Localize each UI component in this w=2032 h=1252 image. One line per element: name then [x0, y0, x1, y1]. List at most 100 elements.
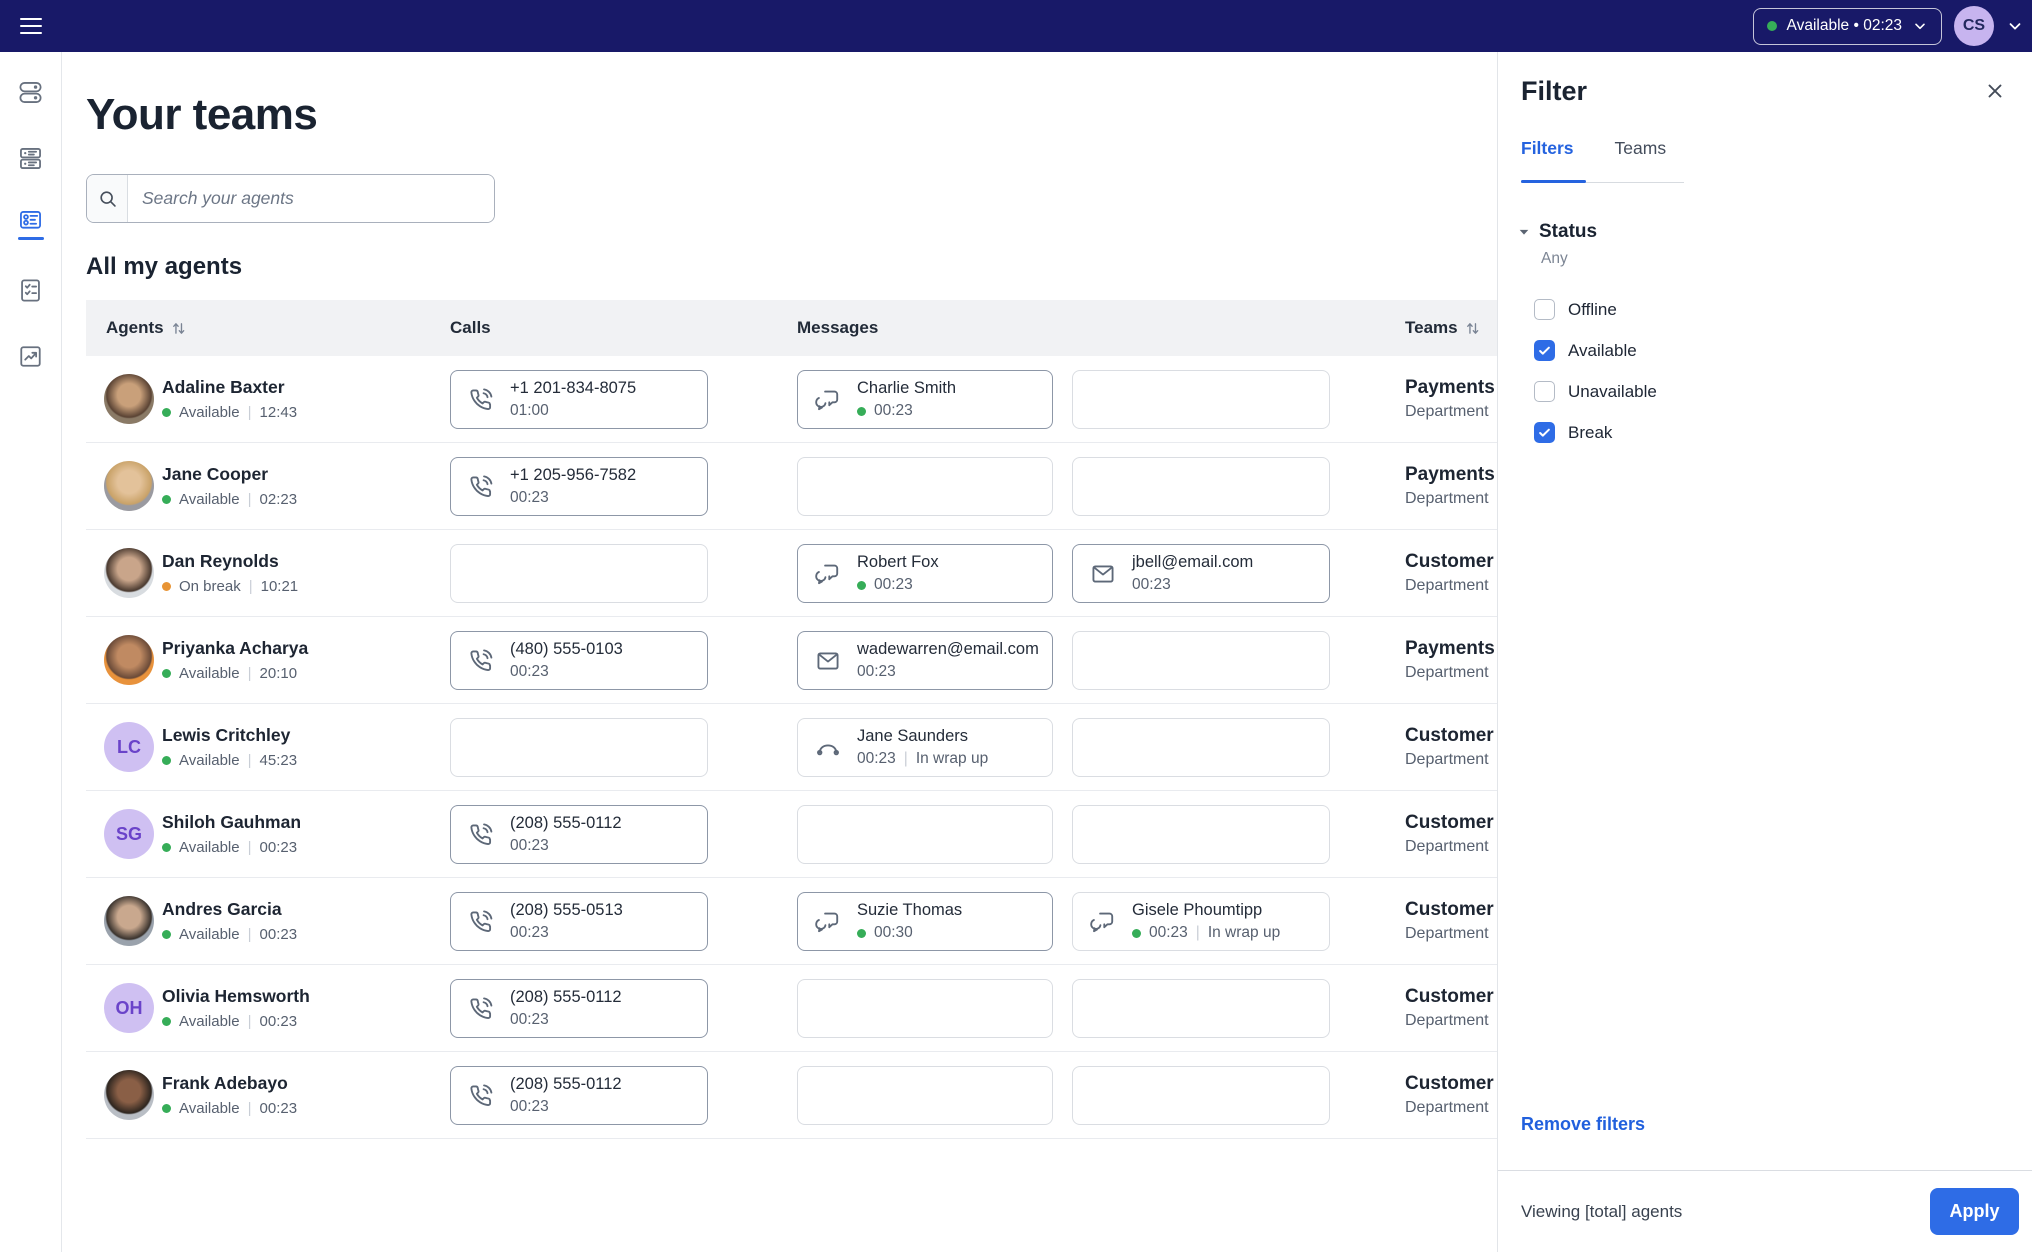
phone-icon	[467, 821, 495, 849]
card-line1: Robert Fox	[857, 553, 939, 571]
search-input[interactable]	[128, 175, 494, 222]
message-card-empty	[1072, 718, 1330, 777]
table-row[interactable]: Adaline Baxter Available | 12:43 +1 201-834-…	[86, 356, 1586, 443]
call-card[interactable]: (208) 555-0112 00:23	[450, 979, 708, 1038]
chat-icon	[1089, 908, 1117, 936]
agent-name: Jane Cooper	[162, 464, 268, 484]
card-line2: 00:23 | In wrap up	[1132, 924, 1280, 942]
call-card[interactable]: (480) 555-0103 00:23	[450, 631, 708, 690]
checkbox[interactable]	[1534, 422, 1555, 443]
message-card-empty	[1072, 805, 1330, 864]
status-section-toggle[interactable]: Status	[1518, 221, 1597, 243]
card-line2: 00:23	[510, 663, 549, 680]
team-cell: Payments Department	[1405, 464, 1655, 508]
card-line1: Gisele Phoumtipp	[1132, 901, 1263, 919]
message-card-empty	[797, 1066, 1053, 1125]
call-card[interactable]: (208) 555-0513 00:23	[450, 892, 708, 951]
sidebar-rail	[0, 52, 62, 1252]
caret-down-icon	[1518, 226, 1530, 238]
checkbox[interactable]	[1534, 381, 1555, 402]
agent-status-line: Available | 00:23	[162, 1100, 297, 1117]
wrapup-icon	[814, 734, 842, 762]
call-card[interactable]: +1 201-834-8075 01:00	[450, 370, 708, 429]
table-row[interactable]: Jane Cooper Available | 02:23 +1 205-956-758…	[86, 443, 1586, 530]
column-header-messages: Messages	[797, 318, 879, 337]
close-icon[interactable]	[1984, 80, 2006, 107]
filter-option-label: Available	[1568, 340, 1637, 360]
agent-status-dropdown[interactable]: Available • 02:23	[1752, 7, 1942, 45]
hamburger-menu-icon[interactable]	[20, 18, 42, 34]
cards-icon[interactable]	[11, 138, 51, 178]
table-row[interactable]: SG Shiloh Gauhman Available | 00:23 (208) 555…	[86, 791, 1586, 878]
message-card[interactable]: Suzie Thomas 00:30	[797, 892, 1053, 951]
phone-icon	[467, 647, 495, 675]
filter-option-break[interactable]: Break	[1534, 422, 1657, 443]
agent-list-icon[interactable]	[11, 204, 51, 244]
team-sub: Department	[1405, 838, 1489, 855]
table-row[interactable]: Dan Reynolds On break | 10:21 Robert Fox 00:2…	[86, 530, 1586, 617]
tab-filters[interactable]: Filters	[1521, 138, 1574, 158]
call-card[interactable]: +1 205-956-7582 00:23	[450, 457, 708, 516]
agent-status-line: On break | 10:21	[162, 578, 298, 595]
message-card[interactable]: jbell@email.com 00:23	[1072, 544, 1330, 603]
chat-icon	[814, 386, 842, 414]
card-line1: (480) 555-0103	[510, 640, 623, 658]
card-line2: 00:23	[857, 663, 896, 680]
sort-icon[interactable]	[170, 320, 187, 337]
agent-name: Shiloh Gauhman	[162, 812, 302, 832]
agent-status-line: Available | 20:10	[162, 665, 308, 682]
message-card[interactable]: Gisele Phoumtipp 00:23 | In wrap up	[1072, 892, 1330, 951]
filter-option-offline[interactable]: Offline	[1534, 299, 1657, 320]
table-row[interactable]: Frank Adebayo Available | 00:23 (208) 555-01…	[86, 1052, 1586, 1139]
chart-icon[interactable]	[11, 336, 51, 376]
tab-teams[interactable]: Teams	[1614, 138, 1667, 158]
remove-filters-link[interactable]: Remove filters	[1521, 1114, 1646, 1134]
card-line2: 00:23	[857, 576, 939, 594]
agent-status-line: Available | 12:43	[162, 404, 297, 421]
table-row[interactable]: Andres Garcia Available | 00:23 (208) 555-05…	[86, 878, 1586, 965]
message-card[interactable]: Robert Fox 00:23	[797, 544, 1053, 603]
checkbox[interactable]	[1534, 340, 1555, 361]
column-header-agents[interactable]: Agents	[106, 318, 187, 338]
card-line2: 00:23	[510, 1011, 549, 1028]
checkbox[interactable]	[1534, 299, 1555, 320]
call-card[interactable]: (208) 555-0112 00:23	[450, 1066, 708, 1125]
message-card-empty	[1072, 370, 1330, 429]
agent-status-line: Available | 00:23	[162, 1013, 310, 1030]
phone-icon	[467, 1082, 495, 1110]
team-cell: Payments Department	[1405, 638, 1655, 682]
table-row[interactable]: OH Olivia Hemsworth Available | 00:23 (208) 5…	[86, 965, 1586, 1052]
table-row[interactable]: Priyanka Acharya Available | 20:10 (480) 555…	[86, 617, 1586, 704]
message-card[interactable]: Jane Saunders 00:23 | In wrap up	[797, 718, 1053, 777]
card-line1: (208) 555-0513	[510, 901, 623, 919]
message-card[interactable]: Charlie Smith 00:23	[797, 370, 1053, 429]
filter-option-unavailable[interactable]: Unavailable	[1534, 381, 1657, 402]
team-cell: Customer Department	[1405, 1073, 1655, 1117]
avatar	[104, 461, 154, 511]
search-box	[86, 174, 495, 223]
column-header-teams[interactable]: Teams	[1405, 318, 1481, 338]
team-cell: Customer Department	[1405, 812, 1655, 856]
avatar: LC	[104, 722, 154, 772]
call-card[interactable]: (208) 555-0112 00:23	[450, 805, 708, 864]
message-card[interactable]: wadewarren@email.com 00:23	[797, 631, 1053, 690]
toggles-icon[interactable]	[11, 72, 51, 112]
card-line2: 00:23	[510, 489, 549, 506]
team-name: Customer	[1405, 812, 1494, 833]
checklist-icon[interactable]	[11, 270, 51, 310]
sort-icon[interactable]	[1464, 320, 1481, 337]
table-row[interactable]: LC Lewis Critchley Available | 45:23 Jane Sau…	[86, 704, 1586, 791]
user-avatar[interactable]: CS	[1954, 6, 1994, 46]
profile-chevron-down-icon[interactable]	[2006, 17, 2024, 35]
page-title: Your teams	[86, 90, 318, 139]
team-cell: Payments Department	[1405, 377, 1655, 421]
card-line2: 00:23	[510, 837, 549, 854]
filter-option-available[interactable]: Available	[1534, 340, 1657, 361]
team-cell: Customer Department	[1405, 899, 1655, 943]
message-card-empty	[797, 457, 1053, 516]
team-name: Customer	[1405, 986, 1494, 1007]
team-sub: Department	[1405, 577, 1489, 594]
email-icon	[1089, 560, 1117, 588]
team-name: Payments	[1405, 464, 1495, 485]
apply-button[interactable]: Apply	[1930, 1188, 2019, 1235]
